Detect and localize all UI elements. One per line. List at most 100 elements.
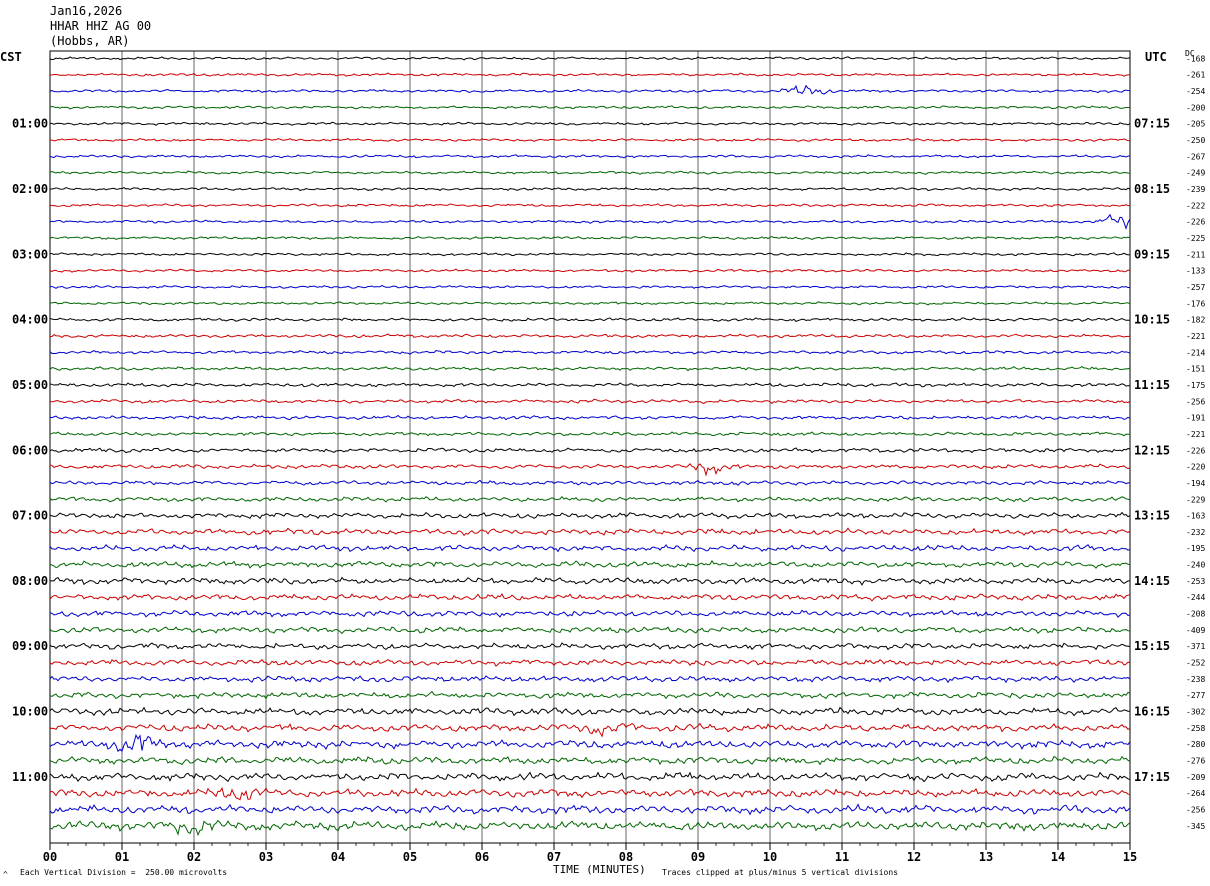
dc-offset-value: -249 — [1186, 169, 1205, 178]
trace-line — [49, 690, 1131, 700]
footer-mark: ^ — [3, 870, 8, 879]
trace-line — [49, 658, 1131, 667]
right-hour-label: 07:15 — [1134, 117, 1170, 131]
x-axis-label: TIME (MINUTES) — [553, 863, 646, 876]
x-tick-label: 00 — [43, 850, 57, 864]
x-tick-label: 10 — [763, 850, 777, 864]
left-hour-label: 11:00 — [12, 770, 48, 784]
trace-line — [49, 365, 1131, 372]
dc-offset-value: -182 — [1186, 316, 1205, 325]
plot-frame — [49, 50, 1131, 844]
plot-date: Jan16,2026 — [50, 4, 123, 18]
dc-offset-value: -264 — [1186, 789, 1205, 798]
left-hour-label: 06:00 — [12, 443, 48, 457]
x-tick-label: 08 — [619, 850, 633, 864]
trace-line — [49, 431, 1131, 437]
dc-offset-value: -280 — [1186, 740, 1205, 749]
trace-line — [49, 511, 1131, 520]
trace-line — [49, 170, 1131, 175]
clip-note: Traces clipped at plus/minus 5 vertical … — [662, 868, 899, 877]
x-tick-label: 14 — [1051, 850, 1065, 864]
trace-line — [49, 706, 1131, 717]
trace-line — [49, 560, 1131, 569]
trace-line — [49, 105, 1131, 110]
dc-offset-value: -267 — [1186, 152, 1205, 161]
dc-offset-value: -229 — [1186, 495, 1205, 504]
trace-line — [49, 771, 1131, 783]
trace-line — [49, 819, 1131, 837]
trace-line — [49, 398, 1131, 404]
dc-offset-value: -250 — [1186, 136, 1205, 145]
x-tick-label: 13 — [979, 850, 993, 864]
station-code: HHAR HHZ AG 00 — [50, 19, 152, 33]
trace-line — [49, 121, 1131, 126]
left-hour-label: 01:00 — [12, 117, 48, 131]
dc-offset-value: -238 — [1186, 675, 1205, 684]
dc-offset-value: -244 — [1186, 593, 1205, 602]
dc-offset-value: -194 — [1186, 479, 1205, 488]
dc-offset-value: -371 — [1186, 642, 1205, 651]
trace-line — [49, 576, 1131, 586]
right-hour-label: 14:15 — [1134, 574, 1170, 588]
left-hour-label: 04:00 — [12, 313, 48, 327]
trace-line — [49, 755, 1131, 766]
trace-line — [49, 642, 1131, 651]
left-hour-label: 07:00 — [12, 509, 48, 523]
right-hour-label: 15:15 — [1134, 639, 1170, 653]
dc-offset-value: -222 — [1186, 201, 1205, 210]
trace-line — [49, 284, 1131, 290]
trace-line — [49, 252, 1131, 257]
dc-offset-value: -261 — [1186, 71, 1205, 80]
x-tick-label: 15 — [1123, 850, 1137, 864]
dc-offset-value: -208 — [1186, 610, 1205, 619]
left-hour-label: 02:00 — [12, 182, 48, 196]
trace-line — [49, 203, 1131, 208]
dc-offset-value: -221 — [1186, 430, 1205, 439]
dc-offset-value: -257 — [1186, 283, 1205, 292]
dc-offset-value: -239 — [1186, 185, 1205, 194]
trace-line — [49, 333, 1131, 339]
trace-line — [49, 786, 1131, 801]
x-tick-label: 02 — [187, 850, 201, 864]
right-hour-label: 09:15 — [1134, 247, 1170, 261]
trace-line — [49, 496, 1131, 503]
dc-offset-value: -220 — [1186, 463, 1205, 472]
right-hour-label: 13:15 — [1134, 509, 1170, 523]
dc-offset-value: -163 — [1186, 512, 1205, 521]
dc-offset-value: -133 — [1186, 267, 1205, 276]
dc-offset-value: -277 — [1186, 691, 1205, 700]
right-hour-label: 16:15 — [1134, 705, 1170, 719]
right-hour-label: 12:15 — [1134, 443, 1170, 457]
dc-offset-value: -232 — [1186, 528, 1205, 537]
x-tick-label: 04 — [331, 850, 345, 864]
x-tick-label: 12 — [907, 850, 921, 864]
dc-offset-value: -225 — [1186, 234, 1205, 243]
dc-offset-value: -205 — [1186, 120, 1205, 129]
right-hour-label: 11:15 — [1134, 378, 1170, 392]
x-tick-label: 01 — [115, 850, 129, 864]
trace-line — [49, 72, 1131, 77]
trace-line — [49, 350, 1131, 355]
trace-line — [49, 382, 1131, 388]
dc-offset-value: -200 — [1186, 103, 1205, 112]
right-hour-label: 08:15 — [1134, 182, 1170, 196]
trace-line — [49, 593, 1131, 602]
station-location: (Hobbs, AR) — [50, 34, 130, 48]
dc-offset-value: -256 — [1186, 397, 1205, 406]
trace-line — [49, 479, 1131, 486]
right-hour-label: 17:15 — [1134, 770, 1170, 784]
right-timezone-label: UTC — [1145, 50, 1167, 64]
trace-line — [49, 268, 1131, 273]
trace-line — [49, 543, 1131, 553]
division-scale-note: Each Vertical Division = 250.00 microvol… — [20, 868, 228, 877]
dc-offset-value: -214 — [1186, 348, 1205, 357]
trace-line — [49, 154, 1131, 159]
trace-line — [49, 84, 1131, 95]
trace-line — [49, 56, 1131, 61]
dc-offset-value: -221 — [1186, 332, 1205, 341]
dc-offset-value: -151 — [1186, 365, 1205, 374]
trace-line — [49, 609, 1131, 618]
dc-offset-value: -256 — [1186, 806, 1205, 815]
x-tick-label: 09 — [691, 850, 705, 864]
